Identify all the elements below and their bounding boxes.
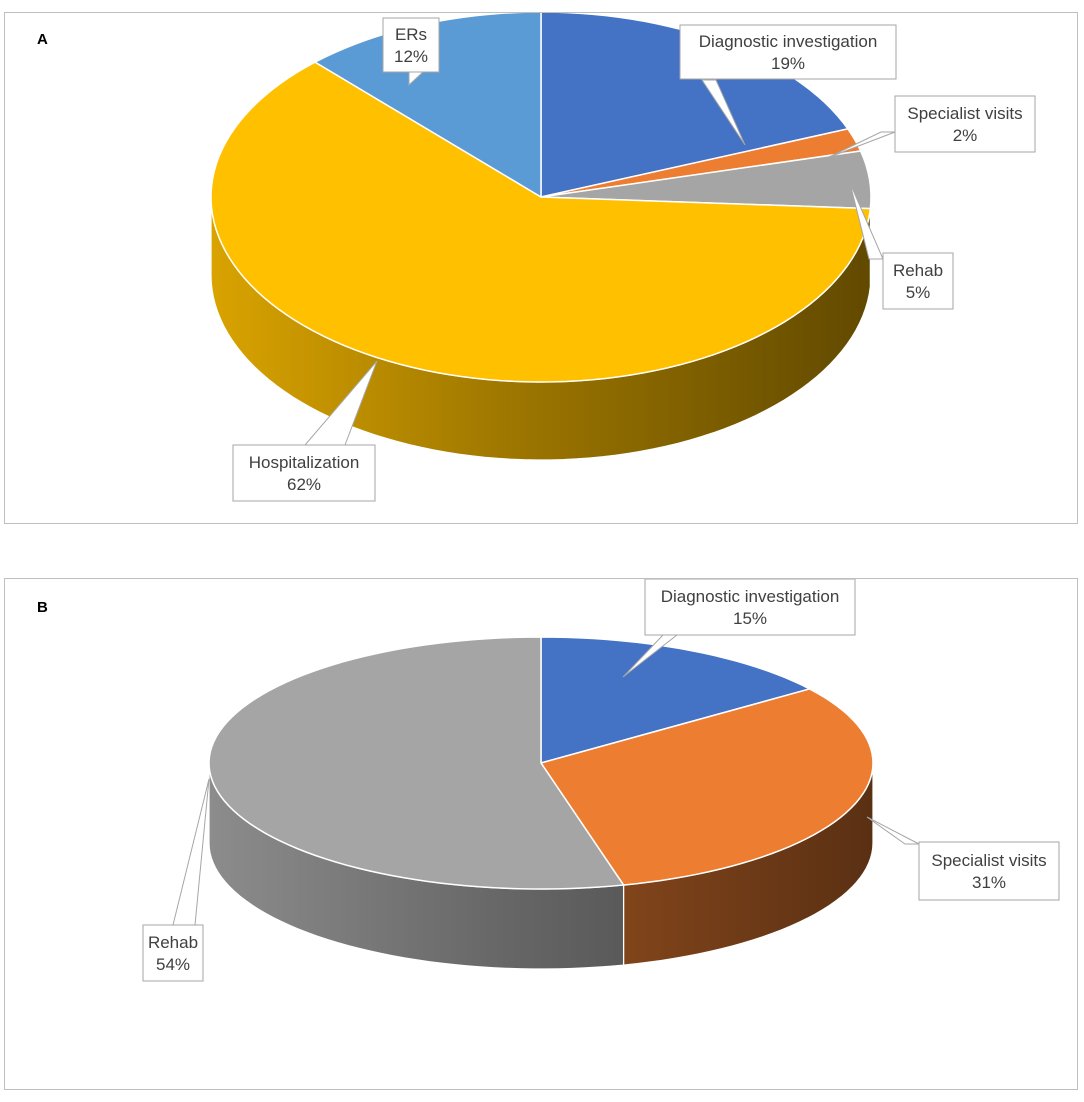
chart-panel-b: B Diagnostic investigation 15% Specialist …: [4, 578, 1078, 1090]
pie-chart-a: Diagnostic investigation 19% Specialist vi…: [210, 13, 1036, 502]
label-category: Diagnostic investigation: [661, 587, 840, 606]
data-label-rehab: Rehab 54%: [142, 778, 210, 982]
pie-labels-a: Diagnostic investigation 19% Specialist vi…: [232, 17, 1036, 502]
label-box: [382, 17, 440, 73]
label-box: [679, 24, 897, 80]
data-label-hospitalization: Hospitalization 62%: [232, 360, 378, 502]
pie-slice-specialist-visits: [539, 688, 874, 886]
data-label-specialist-visits: Specialist visits 2%: [826, 95, 1036, 159]
data-label-specialist-visits: Specialist visits 31%: [866, 816, 1060, 901]
label-percent: 5%: [906, 283, 931, 302]
label-percent: 62%: [287, 475, 321, 494]
pie-slices-a: [210, 13, 872, 383]
pie-slice-rehab: [540, 150, 872, 210]
label-category: Diagnostic investigation: [699, 32, 878, 51]
label-box: [918, 841, 1060, 901]
label-leader-line: [701, 79, 746, 146]
label-box: [142, 924, 204, 982]
label-leader-line: [172, 778, 210, 926]
panel-label-b: B: [37, 599, 48, 616]
label-percent: 2%: [953, 126, 978, 145]
pie-chart-b: Diagnostic investigation 15% Specialist vi…: [142, 579, 1060, 982]
label-box: [644, 579, 856, 636]
label-category: ERs: [395, 25, 427, 44]
pie-slices-b: [208, 636, 874, 890]
pie-slice-diagnostic-investigation: [540, 636, 812, 764]
label-percent: 19%: [771, 54, 805, 73]
label-category: Hospitalization: [249, 453, 360, 472]
label-box: [232, 444, 376, 502]
label-percent: 31%: [972, 873, 1006, 892]
data-label-rehab: Rehab 5%: [849, 182, 954, 310]
label-box: [882, 252, 954, 310]
label-leader-line: [866, 816, 920, 845]
label-category: Specialist visits: [907, 104, 1022, 123]
label-category: Specialist visits: [931, 851, 1046, 870]
label-percent: 12%: [394, 47, 428, 66]
pie-slice-hospitalization: [210, 61, 872, 383]
data-label-diagnostic-investigation: Diagnostic investigation 19%: [679, 24, 897, 146]
label-category: Rehab: [893, 261, 943, 280]
label-percent: 15%: [733, 609, 767, 628]
pie-slice-rehab: [208, 636, 625, 890]
data-label-diagnostic-investigation: Diagnostic investigation 15%: [622, 579, 856, 678]
data-label-ers: ERs 12%: [382, 17, 440, 87]
panel-label-a: A: [37, 31, 48, 48]
pie-labels-b: Diagnostic investigation 15% Specialist vi…: [142, 579, 1060, 982]
label-category: Rehab: [148, 933, 198, 952]
label-leader-line: [849, 182, 884, 260]
chart-panel-a: A Diagnostic investigation 19% Specialist …: [4, 12, 1078, 524]
label-percent: 54%: [156, 955, 190, 974]
label-leader-line: [826, 131, 896, 159]
label-box: [894, 95, 1036, 153]
